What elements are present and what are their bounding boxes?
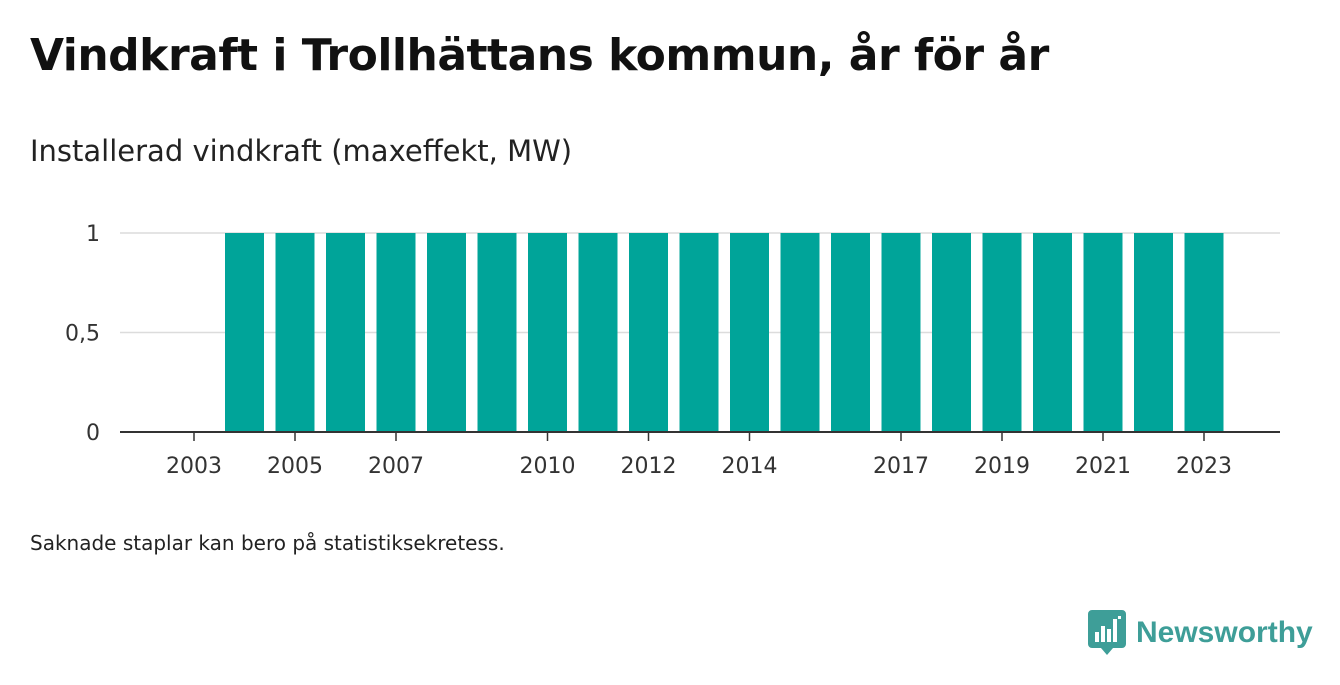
bar-2014 [730, 233, 769, 432]
bar-2009 [477, 233, 517, 432]
bar-2021 [1083, 233, 1123, 432]
bar-2017 [881, 233, 921, 432]
bar-2020 [1033, 233, 1072, 432]
bar-2007 [376, 233, 416, 432]
newsworthy-logo-icon [1088, 610, 1126, 655]
x-tick-label: 2005 [267, 454, 323, 479]
x-tick-label: 2012 [621, 454, 677, 479]
y-tick-label: 0 [86, 421, 100, 446]
axes [120, 431, 1280, 441]
footnote: Saknade staplar kan bero på statistiksek… [30, 531, 505, 555]
bar-2019 [982, 233, 1022, 432]
bar-2013 [679, 233, 719, 432]
bar-chart: 0 0,5 1 2003 2005 2007 2010 2012 2014 2017 2019 202… [65, 222, 1280, 479]
x-tick-label: 2010 [520, 454, 576, 479]
x-tick-label: 2021 [1075, 454, 1131, 479]
brand-name: Newsworthy [1136, 616, 1313, 649]
bar-2011 [578, 233, 618, 432]
x-tick-label: 2019 [974, 454, 1030, 479]
bar-2022 [1134, 233, 1173, 432]
y-tick-label: 0,5 [65, 322, 100, 347]
x-tick-label: 2017 [873, 454, 929, 479]
bar-2018 [932, 233, 971, 432]
bar-2008 [427, 233, 466, 432]
bar-2012 [629, 233, 668, 432]
brand-logo: Newsworthy [1088, 610, 1313, 656]
bar-2016 [831, 233, 870, 432]
chart-title: Vindkraft i Trollhättans kommun, år för … [30, 30, 1049, 81]
chart-subtitle: Installerad vindkraft (maxeffekt, MW) [30, 134, 573, 168]
bar-2006 [326, 233, 365, 432]
bar-2023 [1184, 233, 1224, 432]
x-tick-label: 2014 [722, 454, 778, 479]
bar-2015 [780, 233, 820, 432]
bar-2010 [528, 233, 567, 432]
x-tick-label: 2023 [1176, 454, 1232, 479]
bar-2005 [275, 233, 315, 432]
tick-labels: 0 0,5 1 2003 2005 2007 2010 2012 2014 2017 2019 202… [65, 222, 1232, 479]
bar-2004 [225, 233, 264, 432]
x-tick-label: 2003 [166, 454, 222, 479]
y-tick-label: 1 [86, 222, 100, 247]
bars [225, 233, 1224, 432]
x-tick-label: 2007 [368, 454, 424, 479]
